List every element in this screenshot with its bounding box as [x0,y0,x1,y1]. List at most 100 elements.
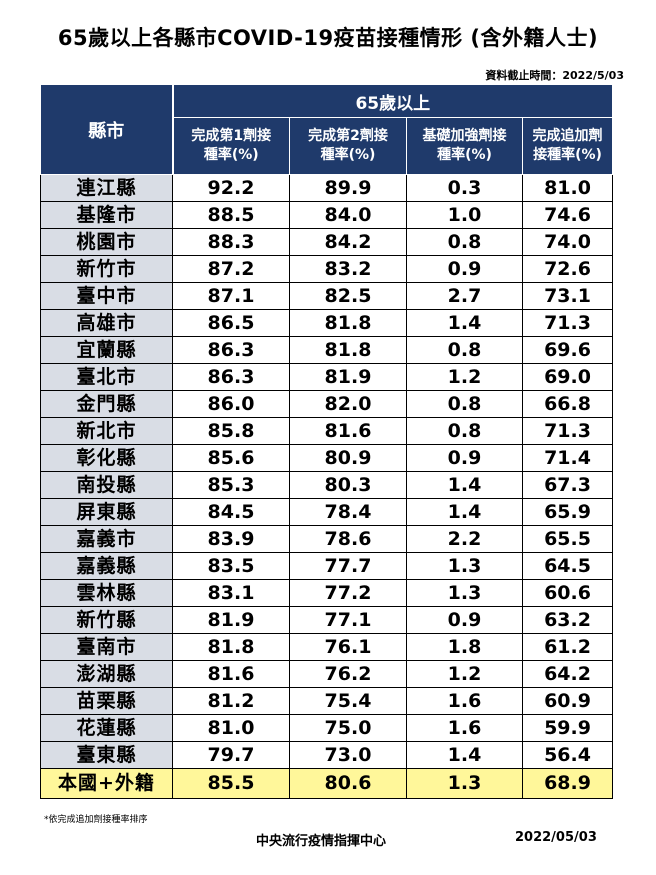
total-rate-cell: 85.5 [172,768,290,799]
column-header-line: 基礎加強劑接 [422,128,507,144]
city-name-cell: 臺北市 [40,363,173,391]
rate-cell: 67.3 [521,471,614,499]
rate-cell: 1.0 [406,201,523,229]
rate-cell: 1.4 [406,309,523,337]
city-name-cell: 南投縣 [40,471,173,499]
rate-cell: 59.9 [521,714,614,742]
rate-cell: 84.2 [289,228,407,256]
page-title: 65歲以上各縣市COVID-19疫苗接種情形 (含外籍人士) [57,26,599,50]
rate-cell: 0.8 [406,390,523,418]
rate-cell: 83.1 [172,579,290,607]
column-header-2: 完成第2劑接 種率(%) [289,117,407,175]
city-column-header: 縣市 [40,84,174,175]
rate-cell: 66.8 [521,390,614,418]
table-row: 嘉義市 83.9 78.6 2.2 65.5 [40,525,614,553]
rate-cell: 81.0 [172,714,290,742]
rate-cell: 2.2 [406,525,523,553]
rate-cell: 1.2 [406,660,523,688]
rate-cell: 88.3 [172,228,290,256]
table-row: 臺中市 87.1 82.5 2.7 73.1 [40,282,614,310]
rate-cell: 71.3 [521,417,614,445]
total-label-cell: 本國+外籍 [40,768,173,799]
table-row: 宜蘭縣 86.3 81.8 0.8 69.6 [40,336,614,364]
rate-cell: 81.6 [289,417,407,445]
table-row: 嘉義縣 83.5 77.7 1.3 64.5 [40,552,614,580]
rate-cell: 89.9 [289,174,407,202]
rate-cell: 81.8 [289,336,407,364]
rate-cell: 2.7 [406,282,523,310]
column-header-line: 完成第2劑接 [308,128,388,144]
column-header-line: 種率(%) [203,147,259,163]
rate-cell: 86.3 [172,363,290,391]
column-header-line: 接種率(%) [533,147,602,163]
table-row: 澎湖縣 81.6 76.2 1.2 64.2 [40,660,614,688]
rate-cell: 79.7 [172,741,290,769]
vaccination-table: 縣市 65歲以上 完成第1劑接 種率(%) 完成第2劑接 種率(%) 基礎加強劑接 種率(… [40,84,614,799]
rate-cell: 69.0 [521,363,614,391]
rate-cell: 87.1 [172,282,290,310]
column-header-1: 完成第1劑接 種率(%) [172,117,290,175]
rate-cell: 84.5 [172,498,290,526]
age-group-header: 65歲以上 [171,84,614,118]
rate-cell: 78.4 [289,498,407,526]
table-row: 金門縣 86.0 82.0 0.8 66.8 [40,390,614,418]
rate-cell: 60.6 [521,579,614,607]
city-name-cell: 嘉義市 [40,525,173,553]
rate-cell: 0.8 [406,336,523,364]
rate-cell: 1.6 [406,714,523,742]
rate-cell: 83.9 [172,525,290,553]
table-row: 新竹市 87.2 83.2 0.9 72.6 [40,255,614,283]
city-name-cell: 桃園市 [40,228,173,256]
rate-cell: 64.2 [521,660,614,688]
city-name-cell: 基隆市 [40,201,173,229]
column-header-3: 基礎加強劑接 種率(%) [406,117,523,175]
table-row: 連江縣 92.2 89.9 0.3 81.0 [40,174,614,202]
rate-cell: 0.9 [406,606,523,634]
rate-cell: 74.0 [521,228,614,256]
total-rate-cell: 68.9 [521,768,614,799]
rate-cell: 73.1 [521,282,614,310]
rate-cell: 77.1 [289,606,407,634]
rate-cell: 0.8 [406,228,523,256]
rate-cell: 61.2 [521,633,614,661]
rate-cell: 86.0 [172,390,290,418]
city-name-cell: 宜蘭縣 [40,336,173,364]
rate-cell: 76.2 [289,660,407,688]
city-name-cell: 雲林縣 [40,579,173,607]
column-header-line: 完成追加劑 [532,128,603,144]
rate-cell: 0.9 [406,255,523,283]
rate-cell: 77.7 [289,552,407,580]
rate-cell: 0.3 [406,174,523,202]
column-header-line: 完成第1劑接 [191,128,272,144]
rate-cell: 69.6 [521,336,614,364]
rate-cell: 81.9 [289,363,407,391]
rate-cell: 80.3 [289,471,407,499]
city-name-cell: 新北市 [40,417,173,445]
total-row: 本國+外籍 85.5 80.6 1.3 68.9 [40,768,614,799]
column-header-4: 完成追加劑接種率(%) [521,117,614,175]
rate-cell: 86.5 [172,309,290,337]
rate-cell: 0.9 [406,444,523,472]
sort-note: *依完成追加劑接種率排序 [44,815,148,825]
rate-cell: 1.4 [406,498,523,526]
city-name-cell: 嘉義縣 [40,552,173,580]
table-row: 桃園市 88.3 84.2 0.8 74.0 [40,228,614,256]
city-name-cell: 彰化縣 [40,444,173,472]
city-name-cell: 澎湖縣 [40,660,173,688]
table-row: 臺南市 81.8 76.1 1.8 61.2 [40,633,614,661]
rate-cell: 75.4 [289,687,407,715]
city-name-cell: 新竹縣 [40,606,173,634]
rate-cell: 1.6 [406,687,523,715]
city-name-cell: 臺東縣 [40,741,173,769]
rate-cell: 81.8 [289,309,407,337]
rate-cell: 0.8 [406,417,523,445]
city-name-cell: 高雄市 [40,309,173,337]
column-header-line: 種率(%) [437,147,492,163]
table-row: 基隆市 88.5 84.0 1.0 74.6 [40,201,614,229]
table-row: 花蓮縣 81.0 75.0 1.6 59.9 [40,714,614,742]
table-row: 新北市 85.8 81.6 0.8 71.3 [40,417,614,445]
table-row: 新竹縣 81.9 77.1 0.9 63.2 [40,606,614,634]
rate-cell: 64.5 [521,552,614,580]
city-name-cell: 臺南市 [40,633,173,661]
table-row: 臺北市 86.3 81.9 1.2 69.0 [40,363,614,391]
